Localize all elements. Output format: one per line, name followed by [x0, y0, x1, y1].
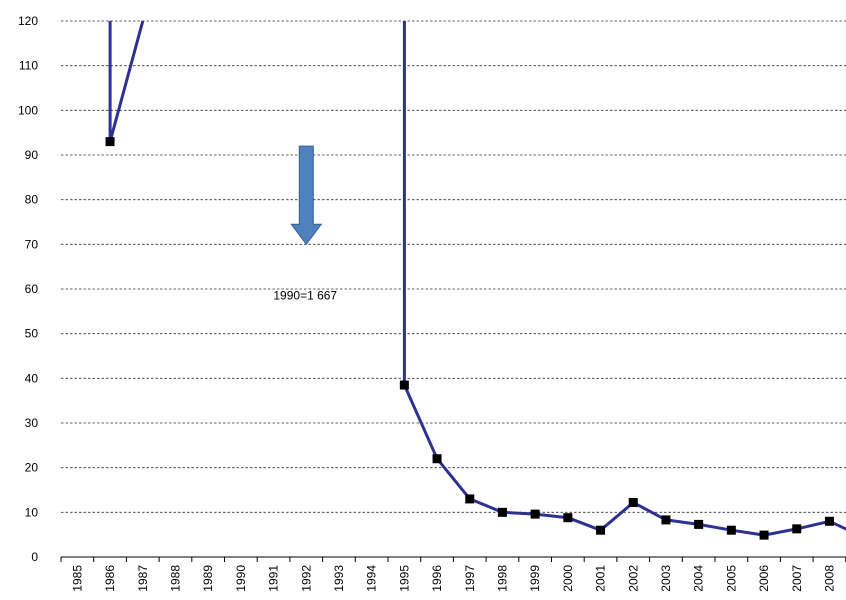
- y-tick-label: 60: [25, 282, 39, 296]
- x-tick-label: 1989: [201, 565, 215, 592]
- data-point: [628, 498, 638, 508]
- x-tick-label: 2000: [561, 565, 575, 592]
- series-line: [402, 21, 846, 537]
- data-point: [726, 525, 736, 535]
- x-tick-label: 2002: [626, 565, 640, 592]
- data-point: [563, 513, 573, 523]
- annotation-label: 1990=1 667: [273, 289, 337, 303]
- series-line-layer: [108, 20, 846, 537]
- x-tick-label: 1993: [332, 565, 346, 592]
- y-tick-label: 50: [25, 327, 39, 341]
- grid-layer: [61, 20, 846, 513]
- x-axis: 1985 1986 1987 1988 1989 1990 1991 1992 1993 1994…: [60, 556, 846, 592]
- x-tick-label: 1996: [430, 565, 444, 592]
- x-tick-label: 1988: [168, 565, 182, 592]
- x-tick-label: 2001: [594, 565, 608, 592]
- x-tick-label: 1986: [103, 565, 117, 592]
- x-tick-label: 2007: [790, 565, 804, 592]
- y-tick-label: 70: [25, 237, 39, 251]
- y-tick-label: 0: [31, 550, 38, 564]
- y-tick-label: 20: [25, 461, 39, 475]
- y-tick-label: 10: [25, 505, 39, 519]
- x-tick-label: 1995: [397, 565, 411, 592]
- x-tick-label: 1985: [70, 565, 84, 592]
- down-arrow-icon: [290, 145, 323, 246]
- x-tick-label: 1994: [365, 565, 379, 592]
- x-tick-label: 2008: [822, 565, 836, 592]
- data-point: [105, 137, 115, 147]
- y-tick-label: 110: [19, 59, 38, 73]
- x-tick-label: 1987: [136, 565, 150, 592]
- x-tick-label: 1998: [495, 565, 509, 592]
- x-tick-label: 1992: [299, 565, 313, 592]
- data-point: [497, 507, 507, 517]
- y-tick-label: 100: [18, 103, 38, 117]
- data-point: [530, 509, 540, 519]
- y-tick-label: 90: [25, 148, 39, 162]
- series-marker-layer: [105, 137, 834, 540]
- y-tick-label: 40: [25, 371, 39, 385]
- x-tick-label: 1991: [267, 565, 281, 592]
- y-tick-label: 120: [18, 14, 38, 28]
- data-point: [465, 494, 475, 504]
- x-tick-label: 1990: [234, 565, 248, 592]
- series-line: [108, 20, 145, 144]
- data-point: [596, 525, 606, 535]
- data-point: [759, 530, 769, 540]
- annotation-layer: 1990=1 667: [273, 145, 337, 303]
- data-point: [792, 524, 802, 534]
- x-tick-label: 1999: [528, 565, 542, 592]
- x-tick-label: 2003: [659, 565, 673, 592]
- data-point: [399, 380, 409, 390]
- y-axis: 0 10 20 30 40 50 60 70 80 90 100 110 120: [18, 14, 38, 564]
- y-tick-label: 30: [25, 416, 39, 430]
- x-tick-label: 2004: [692, 565, 706, 592]
- x-tick-label: 2006: [757, 565, 771, 592]
- x-tick-label: 2005: [724, 565, 738, 592]
- data-point: [432, 454, 442, 464]
- data-point: [661, 515, 671, 525]
- data-point: [824, 516, 834, 526]
- x-tick-label: 1997: [463, 565, 477, 592]
- y-tick-label: 80: [25, 193, 39, 207]
- data-point: [694, 519, 704, 529]
